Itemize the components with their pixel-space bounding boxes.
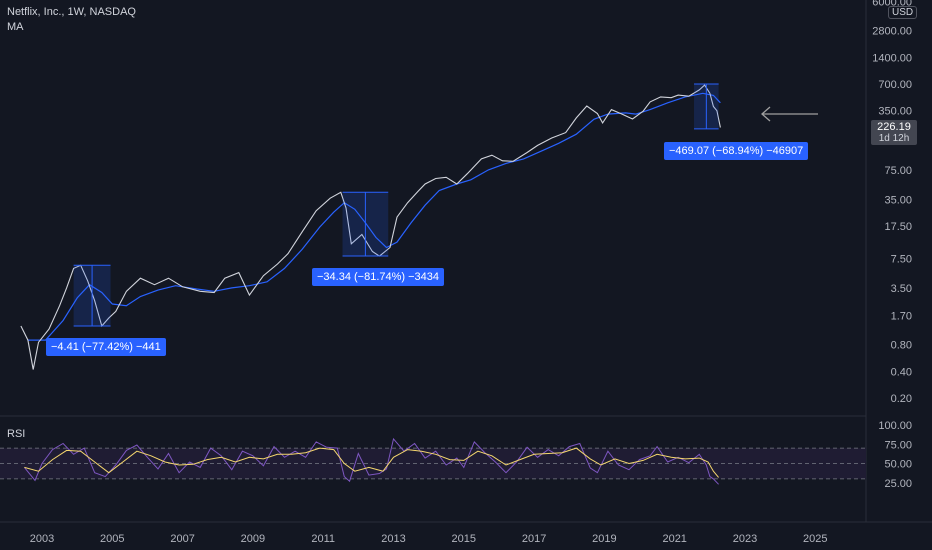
last-price-badge: 226.19 1d 12h — [871, 120, 917, 145]
y-tick-label: 0.20 — [891, 393, 912, 405]
currency-badge[interactable]: USD — [888, 6, 918, 19]
x-tick-label: 2021 — [662, 533, 686, 545]
x-tick-label: 2019 — [592, 533, 616, 545]
rsi-tick-label: 100.00 — [878, 420, 912, 432]
chart-title: Netflix, Inc., 1W, NASDAQ — [7, 6, 136, 18]
x-tick-label: 2023 — [733, 533, 757, 545]
y-tick-label: 350.00 — [878, 106, 912, 118]
pointer-arrow-head — [761, 106, 771, 122]
rsi-ma-line — [24, 447, 719, 478]
price-line — [20, 84, 721, 370]
y-tick-label: 1.70 — [891, 311, 912, 323]
y-tick-label: 3.50 — [891, 283, 912, 295]
y-tick-label: 75.00 — [884, 165, 912, 177]
x-tick-label: 2007 — [170, 533, 194, 545]
x-tick-label: 2025 — [803, 533, 827, 545]
x-tick-label: 2017 — [522, 533, 546, 545]
y-tick-label: 35.00 — [884, 194, 912, 206]
x-tick-label: 2009 — [241, 533, 265, 545]
x-tick-label: 2003 — [30, 533, 54, 545]
indicator-label: MA — [7, 21, 24, 33]
y-tick-label: 0.40 — [891, 366, 912, 378]
bar-countdown: 1d 12h — [878, 133, 910, 144]
y-tick-label: 700.00 — [878, 79, 912, 91]
rsi-tick-label: 50.00 — [884, 459, 912, 471]
y-tick-label: 17.50 — [884, 221, 912, 233]
x-tick-label: 2011 — [311, 533, 335, 545]
rsi-label: RSI — [7, 428, 26, 440]
x-tick-label: 2015 — [452, 533, 476, 545]
rsi-tick-label: 75.00 — [884, 439, 912, 451]
ma-line — [27, 92, 721, 341]
y-tick-label: 1400.00 — [872, 52, 912, 64]
x-tick-label: 2005 — [100, 533, 124, 545]
y-tick-label: 0.80 — [891, 340, 912, 352]
last-price: 226.19 — [877, 121, 911, 133]
y-tick-label: 7.50 — [891, 254, 912, 266]
measure-label-2: −34.34 (−81.74%) −3434 — [312, 268, 445, 286]
rsi-tick-label: 25.00 — [884, 478, 912, 490]
y-tick-label: 6000.00 — [872, 0, 912, 8]
measure-label-3: −469.07 (−68.94%) −46907 — [664, 142, 809, 160]
x-tick-label: 2013 — [381, 533, 405, 545]
measure-label-1: −4.41 (−77.42%) −441 — [46, 338, 166, 356]
y-tick-label: 2800.00 — [872, 26, 912, 38]
